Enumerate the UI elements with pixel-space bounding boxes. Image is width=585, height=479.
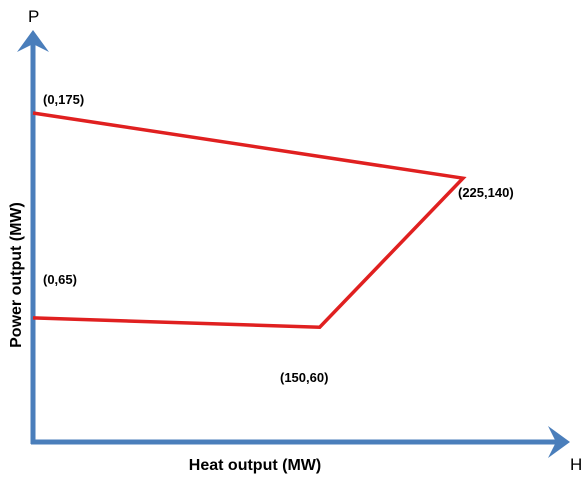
point-label-0-65: (0,65) xyxy=(43,272,77,287)
feasible-region-boundary xyxy=(32,111,467,329)
x-axis-title: Heat output (MW) xyxy=(189,457,321,474)
point-label-225-140: (225,140) xyxy=(458,185,514,200)
x-axis-letter: H xyxy=(570,455,582,474)
y-axis-title: Power output (MW) xyxy=(8,202,25,348)
point-label-150-60: (150,60) xyxy=(280,370,328,385)
y-axis-letter: P xyxy=(28,7,39,26)
point-label-0-175: (0,175) xyxy=(43,92,84,107)
x-axis-arrowhead xyxy=(548,426,570,458)
y-axis-arrowhead xyxy=(17,30,49,52)
